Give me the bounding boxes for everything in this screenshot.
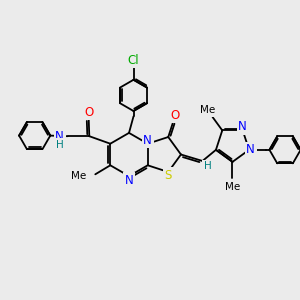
Text: Me: Me bbox=[71, 171, 86, 181]
Text: N: N bbox=[246, 143, 255, 156]
Text: N: N bbox=[55, 130, 64, 143]
Text: H: H bbox=[56, 140, 64, 150]
Text: O: O bbox=[171, 109, 180, 122]
Text: Me: Me bbox=[200, 105, 215, 115]
Text: N: N bbox=[238, 120, 247, 133]
Text: S: S bbox=[165, 169, 172, 182]
Text: O: O bbox=[84, 106, 93, 119]
Text: Me: Me bbox=[225, 182, 240, 192]
Text: N: N bbox=[143, 134, 152, 147]
Text: N: N bbox=[124, 174, 134, 187]
Text: Cl: Cl bbox=[128, 54, 139, 67]
Text: H: H bbox=[204, 161, 212, 171]
